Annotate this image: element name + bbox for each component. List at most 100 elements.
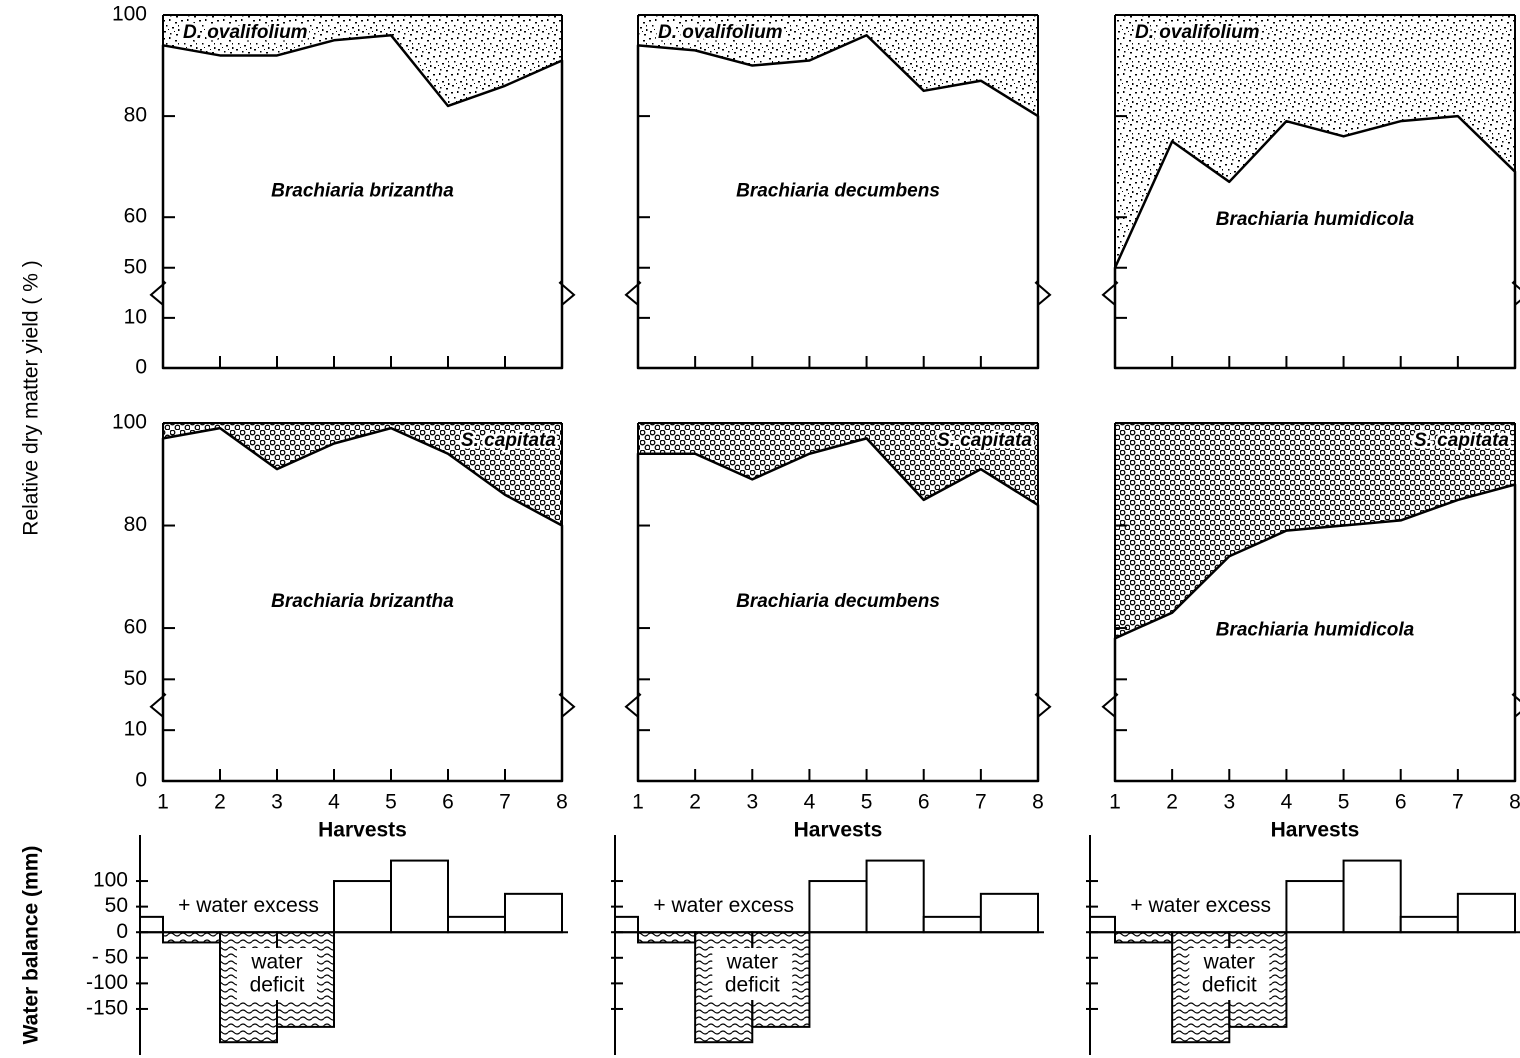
x-tick-label: 2 <box>214 791 226 814</box>
y-tick-label: 60 <box>124 205 147 228</box>
area-lower <box>636 33 1040 370</box>
water-bar <box>139 915 164 934</box>
right-axis <box>1511 15 1520 368</box>
series-label: S. capitata <box>1414 430 1509 451</box>
water-bar <box>504 892 563 934</box>
x-tick-label: 3 <box>746 791 758 814</box>
x-axis-label: Harvests <box>794 819 883 842</box>
deficit-label: deficit <box>1202 974 1257 997</box>
series-label: Brachiaria brizantha <box>271 591 454 612</box>
y-tick-label: 60 <box>124 616 147 639</box>
series-label: S. capitata <box>461 430 556 451</box>
y-tick-label: 50 <box>124 667 147 690</box>
deficit-label-bg <box>237 948 317 1000</box>
y-axis-label: Relative dry matter yield ( % ) <box>20 260 43 535</box>
y-tick-label: 0 <box>116 920 128 943</box>
y-axis-label: Water balance (mm) <box>20 846 43 1045</box>
series-label: D. ovalifolium <box>183 22 308 43</box>
area-lower <box>1113 114 1517 370</box>
water-bar <box>922 915 982 934</box>
water-bar <box>1399 915 1459 934</box>
water-bar <box>333 880 392 934</box>
right-axis <box>558 15 576 368</box>
x-tick-label: 4 <box>804 791 816 814</box>
x-axis-label: Harvests <box>318 819 407 842</box>
water-bar <box>447 915 506 934</box>
area-upper <box>1115 423 1515 639</box>
y-tick-label: 0 <box>135 356 147 379</box>
x-tick-label: 8 <box>556 791 568 814</box>
x-tick-label: 7 <box>975 791 987 814</box>
right-axis <box>1034 15 1052 368</box>
area-upper <box>163 15 562 106</box>
x-tick-label: 4 <box>1281 791 1293 814</box>
x-tick-label: 6 <box>1395 791 1407 814</box>
y-tick-label: 100 <box>112 3 147 26</box>
water-bar <box>637 931 697 944</box>
water-bar <box>162 931 221 944</box>
left-axis <box>149 423 167 781</box>
series-label: Brachiaria decumbens <box>736 591 940 612</box>
x-tick-label: 8 <box>1032 791 1044 814</box>
left-axis <box>1101 423 1119 781</box>
water-bar <box>1114 931 1174 944</box>
water-bar <box>614 915 639 934</box>
y-tick-label: -100 <box>86 971 128 994</box>
excess-label: + water excess <box>178 894 319 917</box>
left-axis <box>1101 15 1119 368</box>
water-bar <box>1456 892 1517 934</box>
deficit-label: water <box>250 951 302 974</box>
x-tick-label: 7 <box>499 791 511 814</box>
area-upper <box>638 423 1038 506</box>
right-axis <box>1034 423 1052 781</box>
y-tick-label: 0 <box>135 769 147 792</box>
y-tick-label: 80 <box>124 513 147 536</box>
deficit-label: deficit <box>725 974 780 997</box>
x-tick-label: 5 <box>1338 791 1350 814</box>
series-label: Brachiaria decumbens <box>736 181 940 202</box>
area-upper <box>163 423 562 526</box>
x-tick-label: 1 <box>632 791 644 814</box>
x-axis-label: Harvests <box>1271 819 1360 842</box>
water-bar <box>865 859 925 934</box>
x-tick-label: 5 <box>861 791 873 814</box>
area-upper <box>1115 15 1515 268</box>
right-axis <box>558 423 576 781</box>
left-axis <box>624 423 642 781</box>
deficit-label: deficit <box>250 974 305 997</box>
x-tick-label: 2 <box>689 791 701 814</box>
x-tick-label: 6 <box>442 791 454 814</box>
y-tick-label: 100 <box>112 411 147 434</box>
left-axis <box>624 15 642 368</box>
x-tick-label: 1 <box>1109 791 1121 814</box>
y-tick-label: 10 <box>124 718 147 741</box>
series-label: D. ovalifolium <box>1135 22 1260 43</box>
series-label: Brachiaria humidicola <box>1216 620 1415 641</box>
excess-label: + water excess <box>1130 894 1271 917</box>
area-upper <box>638 15 1038 117</box>
x-tick-label: 5 <box>385 791 397 814</box>
series-label: Brachiaria brizantha <box>271 181 454 202</box>
y-tick-label: 80 <box>124 104 147 127</box>
x-tick-label: 1 <box>157 791 169 814</box>
y-tick-label: 10 <box>124 305 147 328</box>
deficit-label-bg <box>1189 948 1270 1000</box>
water-bar <box>1342 859 1402 934</box>
x-tick-label: 7 <box>1452 791 1464 814</box>
series-label: Brachiaria humidicola <box>1216 209 1415 230</box>
y-tick-label: 100 <box>93 869 128 892</box>
y-tick-label: - 50 <box>92 945 128 968</box>
x-tick-label: 6 <box>918 791 930 814</box>
deficit-label: water <box>1203 951 1255 974</box>
left-axis <box>149 15 167 368</box>
water-bar <box>1089 915 1116 934</box>
y-tick-label: 50 <box>124 255 147 278</box>
deficit-label: water <box>726 951 778 974</box>
water-bar <box>1285 880 1345 934</box>
y-tick-label: 50 <box>105 894 128 917</box>
y-tick-label: -150 <box>86 997 128 1020</box>
x-tick-label: 2 <box>1166 791 1178 814</box>
right-axis <box>1511 423 1520 781</box>
